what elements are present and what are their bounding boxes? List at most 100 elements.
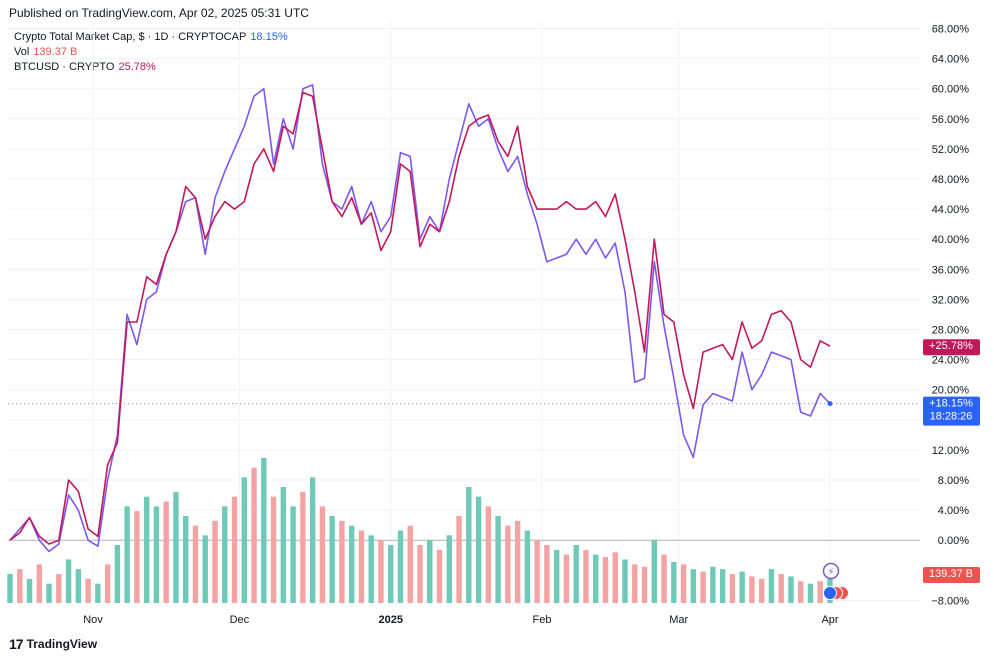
x-tick-label-4: Mar bbox=[669, 614, 688, 626]
series-0-point-71 bbox=[702, 403, 705, 406]
volume-bar-69 bbox=[680, 564, 687, 603]
series-1-point-19 bbox=[194, 196, 197, 199]
tradingview-footer[interactable]: 17 TradingView bbox=[9, 636, 97, 652]
legend-row-volume[interactable]: Vol 139.37 B bbox=[14, 45, 288, 60]
volume-bar-18 bbox=[183, 516, 189, 603]
series-1-point-63 bbox=[624, 238, 627, 241]
series-0-point-32 bbox=[321, 163, 324, 166]
series-0-point-68 bbox=[672, 377, 675, 380]
series-0-point-22 bbox=[223, 170, 226, 173]
total-badge-bg bbox=[923, 396, 980, 426]
series-1-point-24 bbox=[243, 200, 246, 203]
volume-bar-67 bbox=[661, 554, 667, 603]
series-1-point-37 bbox=[370, 211, 373, 214]
series-0-point-45 bbox=[448, 178, 451, 181]
volume-bar-38 bbox=[378, 540, 384, 603]
series-0-point-51 bbox=[506, 170, 509, 173]
volume-bar-57 bbox=[563, 554, 570, 603]
series-0-point-46 bbox=[458, 140, 461, 143]
series-1-point-18 bbox=[184, 185, 187, 188]
series-1-point-15 bbox=[155, 283, 158, 286]
x-tick-label-1: Dec bbox=[230, 614, 250, 626]
series-0-point-24 bbox=[243, 125, 246, 128]
series-0-point-73 bbox=[721, 396, 724, 399]
volume-badge-bg bbox=[923, 567, 980, 583]
volume-bar-45 bbox=[446, 535, 452, 603]
y-tick-label-9: 32.00% bbox=[932, 294, 970, 306]
series-0-point-61 bbox=[604, 257, 607, 260]
series-1-point-28 bbox=[282, 125, 285, 128]
series-0-point-47 bbox=[467, 102, 470, 105]
volume-bar-27 bbox=[270, 496, 277, 603]
y-tick-label-15: 8.00% bbox=[938, 475, 969, 487]
series-1-point-61 bbox=[604, 215, 607, 218]
series-1-point-4 bbox=[48, 543, 51, 546]
legend-row-btc[interactable]: BTCUSD · CRYPTO 25.78% bbox=[14, 60, 288, 75]
volume-bar-79 bbox=[778, 574, 784, 603]
series-0-point-57 bbox=[565, 253, 568, 256]
series-1-point-30 bbox=[301, 91, 304, 94]
series-0-point-13 bbox=[136, 343, 139, 346]
series-1-point-79 bbox=[780, 309, 783, 312]
volume-bar-10 bbox=[104, 564, 111, 603]
series-1-point-33 bbox=[331, 200, 334, 203]
series-0-point-67 bbox=[663, 324, 666, 327]
series-1-point-44 bbox=[438, 230, 441, 233]
volume-bar-82 bbox=[807, 583, 814, 603]
series-1-point-74 bbox=[731, 358, 734, 361]
y-tick-label-16: 4.00% bbox=[938, 505, 969, 517]
volume-bar-63 bbox=[622, 559, 628, 603]
y-tick-label-10: 28.00% bbox=[932, 325, 970, 337]
volume-bar-43 bbox=[427, 540, 433, 603]
series-1-point-52 bbox=[516, 125, 519, 128]
legend-total-value: 18.15% bbox=[250, 31, 288, 43]
x-tick-label-2: 2025 bbox=[378, 614, 402, 626]
y-tick-label-11: 24.00% bbox=[932, 355, 970, 367]
series-0-point-63 bbox=[624, 290, 627, 293]
volume-bar-71 bbox=[700, 571, 706, 603]
y-tick-label-4: 52.00% bbox=[932, 144, 970, 156]
series-1-point-84 bbox=[829, 345, 832, 348]
series-0-point-70 bbox=[692, 456, 695, 459]
volume-bar-19 bbox=[192, 525, 199, 603]
series-1-point-77 bbox=[760, 339, 763, 342]
series-0-point-43 bbox=[428, 215, 431, 218]
series-0-point-58 bbox=[575, 238, 578, 241]
series-1-point-2 bbox=[28, 516, 31, 519]
series-0-point-81 bbox=[799, 411, 802, 414]
series-1-point-64 bbox=[633, 290, 636, 293]
series-1-point-47 bbox=[467, 125, 470, 128]
series-0-point-31 bbox=[311, 84, 314, 87]
btc-badge-bg bbox=[923, 339, 980, 356]
y-tick-label-8: 36.00% bbox=[932, 264, 970, 276]
series-0-point-9 bbox=[96, 545, 99, 548]
legend-btc-value: 25.78% bbox=[118, 61, 156, 73]
volume-bar-47 bbox=[466, 487, 472, 603]
series-1-point-39 bbox=[389, 230, 392, 233]
y-tick-label-17: 0.00% bbox=[938, 535, 969, 547]
series-1-point-55 bbox=[546, 208, 549, 211]
series-0-point-3 bbox=[38, 539, 41, 542]
series-0-point-79 bbox=[780, 354, 783, 357]
series-1-point-82 bbox=[809, 366, 812, 369]
volume-bar-31 bbox=[309, 477, 316, 603]
series-0-point-77 bbox=[760, 373, 763, 376]
series-0-point-60 bbox=[594, 238, 597, 241]
series-0-point-50 bbox=[497, 148, 500, 151]
volume-bar-61 bbox=[602, 557, 609, 603]
series-0-point-80 bbox=[790, 358, 793, 361]
total-last-dot bbox=[827, 401, 833, 407]
volume-bar-80 bbox=[788, 576, 794, 603]
series-1-point-73 bbox=[721, 343, 724, 346]
legend-row-total[interactable]: Crypto Total Market Cap, $ · 1D · CRYPTO… bbox=[14, 30, 288, 45]
volume-bar-15 bbox=[153, 506, 160, 603]
y-tick-label-7: 40.00% bbox=[932, 234, 970, 246]
series-0-point-4 bbox=[48, 550, 51, 553]
volume-bar-58 bbox=[573, 545, 579, 603]
series-0-point-18 bbox=[184, 200, 187, 203]
series-1-point-67 bbox=[663, 313, 666, 316]
series-0-point-53 bbox=[526, 193, 529, 196]
legend-volume-name: Vol bbox=[14, 46, 30, 58]
series-1-point-38 bbox=[380, 249, 383, 252]
